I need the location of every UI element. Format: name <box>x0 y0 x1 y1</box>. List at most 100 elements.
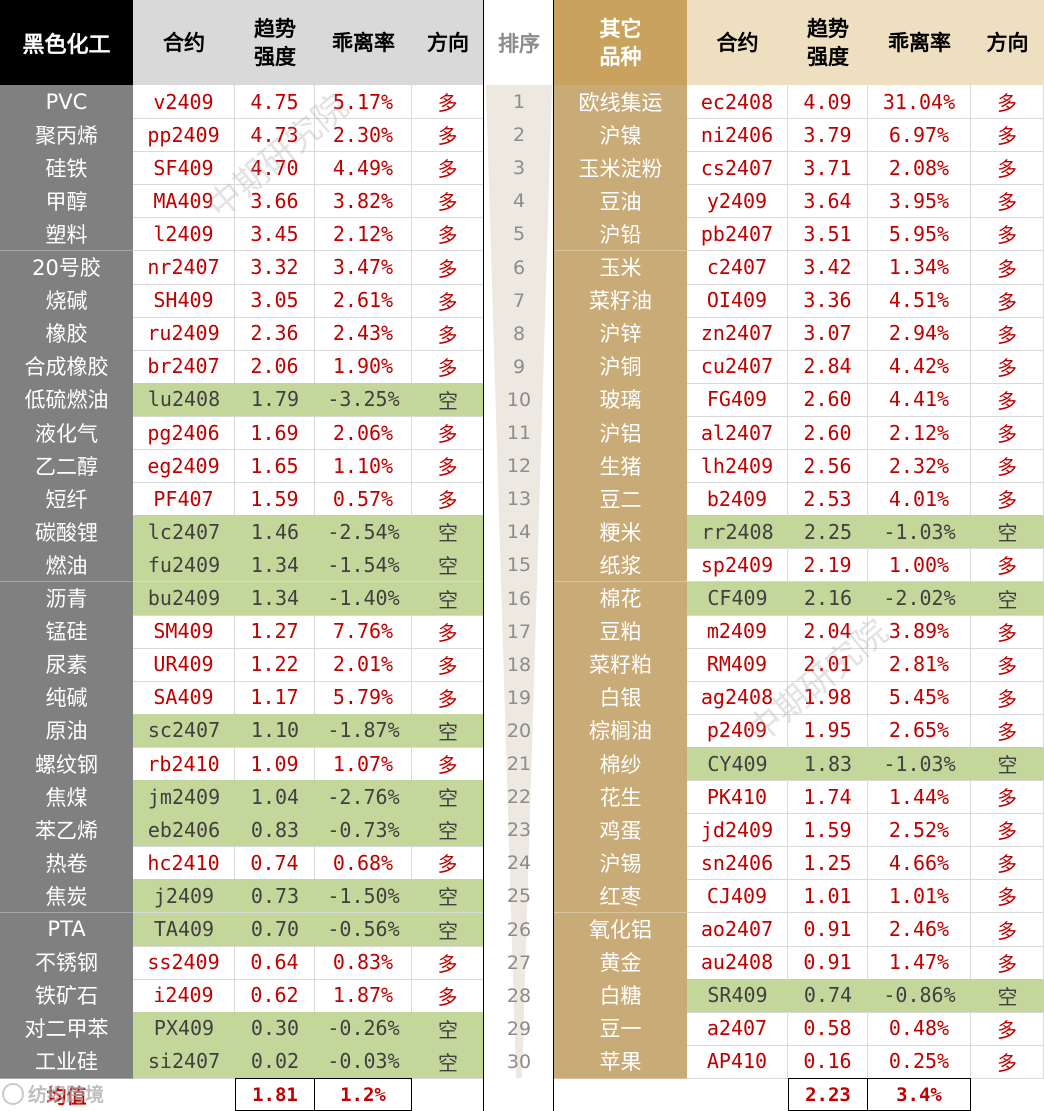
right-cell-contract: CJ409 <box>687 879 788 914</box>
right-cell-deviation: 2.08% <box>868 151 971 186</box>
rank-number: 18 <box>506 653 532 676</box>
left-cell-contract: SH409 <box>133 283 235 318</box>
right-cell-deviation: 1.47% <box>868 945 971 980</box>
rank-number: 14 <box>506 521 532 544</box>
left-cell-strength: 1.79 <box>235 382 315 417</box>
left-cell-dir: 空 <box>412 780 484 815</box>
right-cell-name: 菜籽粕 <box>554 647 687 682</box>
right-cell-contract: au2408 <box>687 945 788 980</box>
left-cell-deviation: 2.61% <box>315 283 412 318</box>
right-cell-name: 棉纱 <box>554 747 687 781</box>
left-cell-deviation: 5.17% <box>315 85 412 119</box>
rank-number: 16 <box>506 587 532 610</box>
right-cell-contract: sp2409 <box>687 548 788 583</box>
right-cell-deviation: 2.65% <box>868 713 971 748</box>
left-cell-deviation: 2.01% <box>315 647 412 682</box>
right-cell-strength: 2.56 <box>788 449 868 484</box>
left-cell-name: 碳酸锂 <box>0 515 133 550</box>
left-cell-name: 塑料 <box>0 217 133 252</box>
left-cell-deviation: -2.76% <box>315 780 412 815</box>
right-cell-strength: 2.60 <box>788 382 868 417</box>
left-cell-contract: hc2410 <box>133 846 235 881</box>
left-cell-name: 乙二醇 <box>0 449 133 484</box>
left-cell-name: 锰硅 <box>0 614 133 649</box>
rank-number: 23 <box>506 819 532 842</box>
left-cell-dir: 空 <box>412 581 484 616</box>
right-cell-strength: 2.16 <box>788 581 868 616</box>
right-cell-dir: 多 <box>971 316 1044 351</box>
right-cell-contract: a2407 <box>687 1011 788 1046</box>
left-cell-contract: lu2408 <box>133 382 235 417</box>
left-cell-dir: 多 <box>412 283 484 318</box>
right-cell-deviation: 4.51% <box>868 283 971 318</box>
left-cell-deviation: -1.50% <box>315 879 412 914</box>
left-cell-contract: MA409 <box>133 184 235 219</box>
right-cell-dir: 多 <box>971 449 1044 484</box>
left-cell-strength: 0.64 <box>235 945 315 980</box>
left-cell-name: 纯碱 <box>0 680 133 715</box>
header-right-deviation: 乖离率 <box>868 0 971 85</box>
left-cell-contract: lc2407 <box>133 515 235 550</box>
left-cell-name: 焦炭 <box>0 879 133 914</box>
left-cell-contract: i2409 <box>133 978 235 1013</box>
right-cell-strength: 2.53 <box>788 482 868 517</box>
left-cell-deviation: -1.87% <box>315 713 412 748</box>
left-cell-deviation: -1.54% <box>315 548 412 583</box>
right-cell-deviation: 1.34% <box>868 250 971 285</box>
header-left-category: 黑色化工 <box>0 0 133 85</box>
left-cell-deviation: 7.76% <box>315 614 412 649</box>
right-cell-strength: 1.83 <box>788 747 868 781</box>
left-cell-contract: pp2409 <box>133 118 235 153</box>
right-cell-contract: sn2406 <box>687 846 788 881</box>
left-cell-contract: sc2407 <box>133 713 235 748</box>
left-cell-deviation: 5.79% <box>315 680 412 715</box>
left-cell-name: 螺纹钢 <box>0 747 133 781</box>
left-cell-dir: 空 <box>412 548 484 583</box>
header-rank: 排序 <box>484 0 554 85</box>
right-cell-name: 苹果 <box>554 1044 687 1079</box>
left-cell-strength: 1.10 <box>235 713 315 748</box>
left-cell-dir: 多 <box>412 449 484 484</box>
left-cell-name: 液化气 <box>0 416 133 450</box>
left-cell-name: 短纤 <box>0 482 133 517</box>
header-left-contract: 合约 <box>133 0 235 85</box>
right-cell-deviation: 31.04% <box>868 85 971 119</box>
right-cell-deviation: -1.03% <box>868 515 971 550</box>
right-cell-dir: 多 <box>971 813 1044 848</box>
left-cell-name: 原油 <box>0 713 133 748</box>
right-cell-contract: cu2407 <box>687 349 788 384</box>
right-cell-name: 黄金 <box>554 945 687 980</box>
right-cell-contract: b2409 <box>687 482 788 517</box>
left-cell-strength: 3.05 <box>235 283 315 318</box>
left-cell-dir: 多 <box>412 151 484 186</box>
left-cell-strength: 0.30 <box>235 1011 315 1046</box>
right-cell-contract: FG409 <box>687 382 788 417</box>
left-cell-name: 低硫燃油 <box>0 382 133 417</box>
right-cell-name: 沪锡 <box>554 846 687 881</box>
right-cell-deviation: 2.52% <box>868 813 971 848</box>
left-cell-strength: 3.45 <box>235 217 315 252</box>
right-cell-name: 沪铜 <box>554 349 687 384</box>
right-cell-name: 花生 <box>554 780 687 815</box>
header-left-direction: 方向 <box>412 0 484 85</box>
left-cell-strength: 1.17 <box>235 680 315 715</box>
left-cell-dir: 多 <box>412 647 484 682</box>
right-cell-contract: ni2406 <box>687 118 788 153</box>
source-logo-icon <box>2 1082 24 1105</box>
right-cell-contract: pb2407 <box>687 217 788 252</box>
rank-number: 7 <box>512 289 526 312</box>
left-cell-contract: UR409 <box>133 647 235 682</box>
right-cell-dir: 多 <box>971 349 1044 384</box>
left-cell-contract: v2409 <box>133 85 235 119</box>
left-cell-contract: eb2406 <box>133 813 235 848</box>
left-cell-contract: pg2406 <box>133 416 235 450</box>
left-cell-dir: 空 <box>412 1011 484 1046</box>
right-cell-dir: 空 <box>971 747 1044 781</box>
left-cell-deviation: -0.56% <box>315 912 412 947</box>
left-cell-dir: 空 <box>412 813 484 848</box>
left-cell-name: 铁矿石 <box>0 978 133 1013</box>
rank-number: 30 <box>506 1050 532 1073</box>
right-cell-dir: 多 <box>971 184 1044 219</box>
right-cell-deviation: 0.48% <box>868 1011 971 1046</box>
right-cell-contract: RM409 <box>687 647 788 682</box>
